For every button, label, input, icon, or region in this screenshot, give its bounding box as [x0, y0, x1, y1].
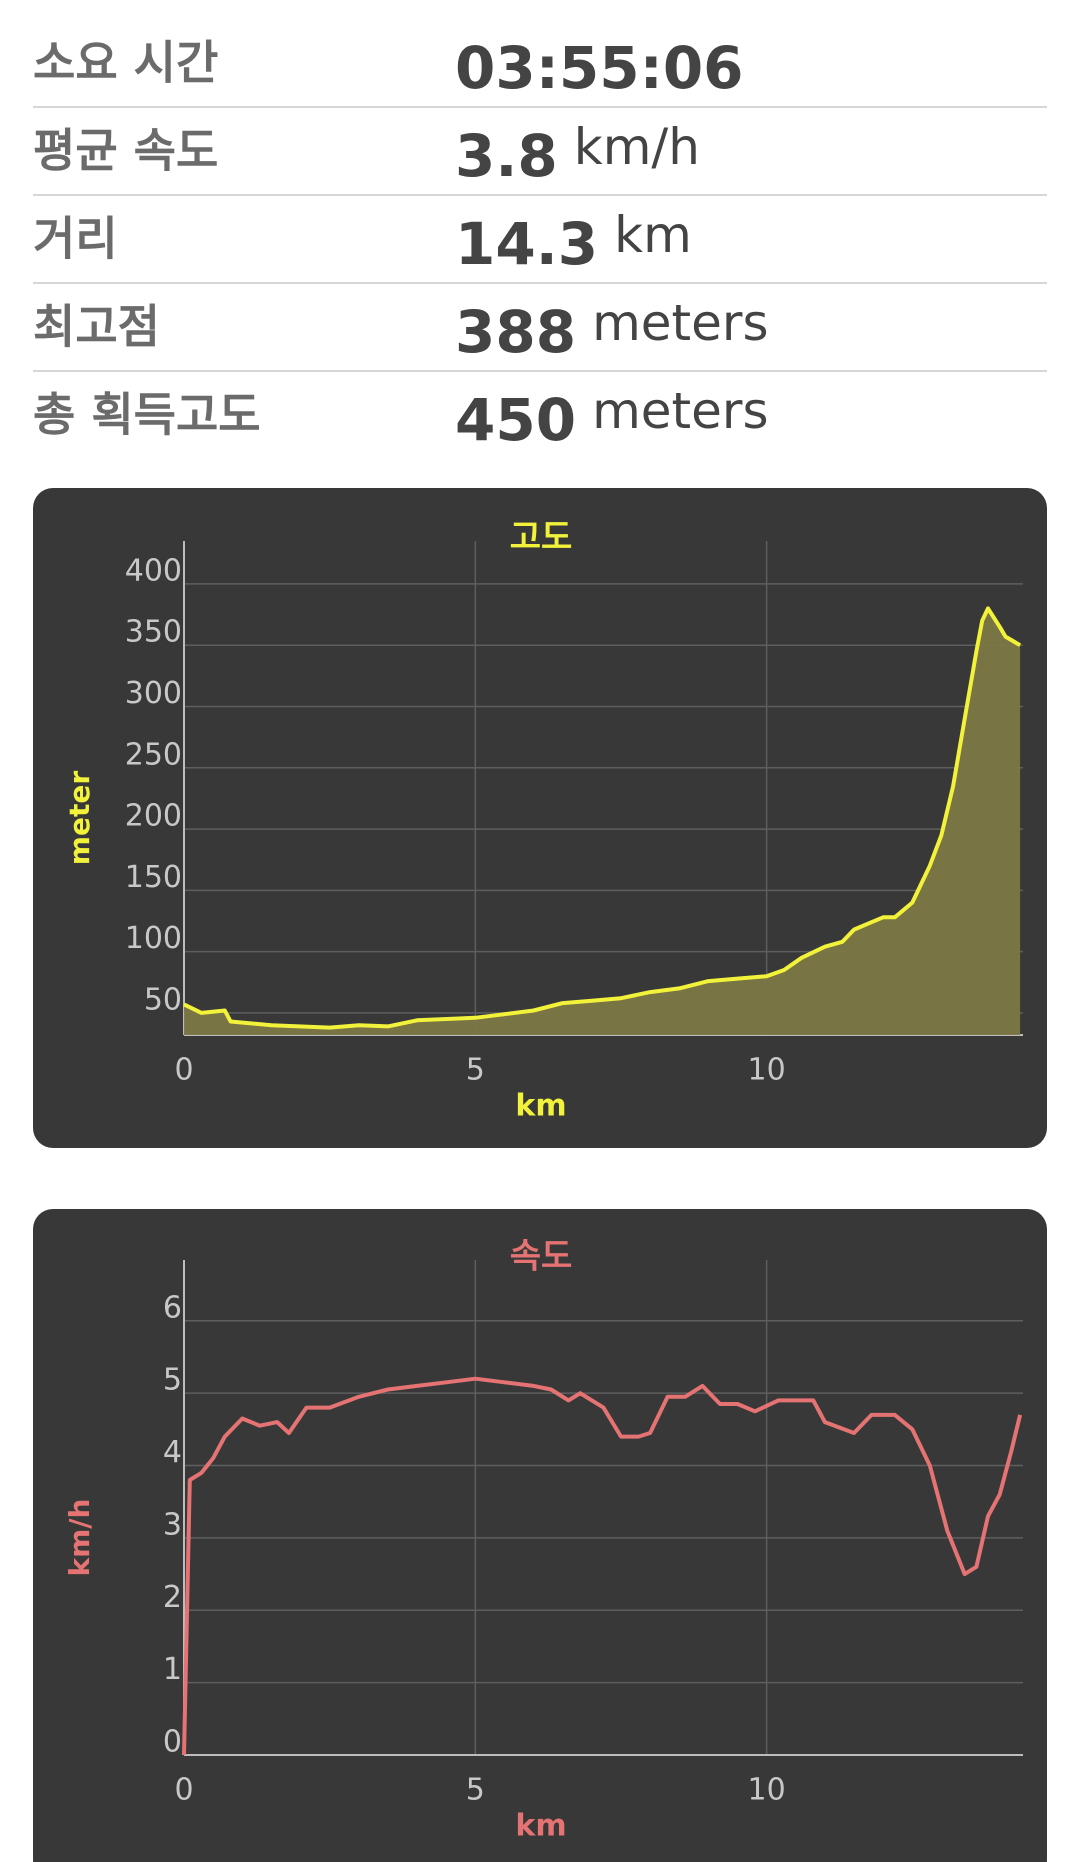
x-tick-label: 10 [748, 1053, 786, 1088]
y-axis-label: meter [63, 771, 96, 866]
y-tick-label: 350 [125, 615, 182, 650]
y-tick-label: 150 [125, 860, 182, 895]
stat-value: 03:55:06 [455, 34, 744, 102]
y-tick-label: 6 [163, 1290, 182, 1325]
stat-value-row: 3.8 km/h [455, 118, 700, 191]
y-tick-label: 300 [125, 676, 182, 711]
chart-panel [33, 1209, 1047, 1862]
stat-value: 450 [455, 386, 576, 454]
x-tick-label: 5 [466, 1773, 485, 1808]
stat-unit: km [614, 206, 692, 264]
x-tick-label: 5 [466, 1053, 485, 1088]
y-axis-label: km/h [63, 1499, 96, 1577]
stat-label: 총 획득고도 [33, 388, 261, 442]
chart-title: 고도 [510, 518, 573, 558]
chart-panel [33, 488, 1047, 1148]
stat-label: 소요 시간 [33, 36, 218, 90]
y-tick-label: 1 [163, 1652, 182, 1687]
y-tick-label: 250 [125, 737, 182, 772]
stat-unit: meters [592, 382, 768, 440]
stat-label: 평균 속도 [33, 124, 218, 178]
x-axis-label: km [515, 1809, 566, 1844]
y-tick-label: 2 [163, 1580, 182, 1615]
stat-label: 거리 [33, 212, 118, 266]
chart-title: 속도 [510, 1237, 573, 1277]
stat-value: 388 [455, 298, 576, 366]
x-tick-label: 0 [174, 1053, 193, 1088]
y-tick-label: 0 [163, 1725, 182, 1760]
stat-unit: meters [592, 294, 768, 352]
y-tick-label: 4 [163, 1435, 182, 1470]
stat-value-row: 14.3 km [455, 206, 692, 279]
stat-value: 3.8 [455, 122, 558, 190]
y-tick-label: 200 [125, 799, 182, 834]
stat-value-row: 388 meters [455, 294, 769, 367]
x-tick-label: 0 [174, 1773, 193, 1808]
x-axis-label: km [515, 1089, 566, 1124]
speed-line [182, 1376, 1023, 1756]
y-tick-label: 400 [125, 553, 182, 588]
y-tick-label: 100 [125, 921, 182, 956]
stat-value-row: 450 meters [455, 382, 769, 455]
elevation-area [184, 608, 1021, 1035]
stat-value: 14.3 [455, 210, 598, 278]
stat-value-row: 03:55:06 [455, 34, 744, 102]
stat-label: 최고점 [33, 300, 160, 354]
y-tick-label: 3 [163, 1507, 182, 1542]
elevation-line [183, 606, 1022, 1030]
x-tick-label: 10 [748, 1773, 786, 1808]
stat-unit: km/h [574, 118, 700, 176]
y-tick-label: 50 [144, 982, 182, 1017]
y-tick-label: 5 [163, 1363, 182, 1398]
